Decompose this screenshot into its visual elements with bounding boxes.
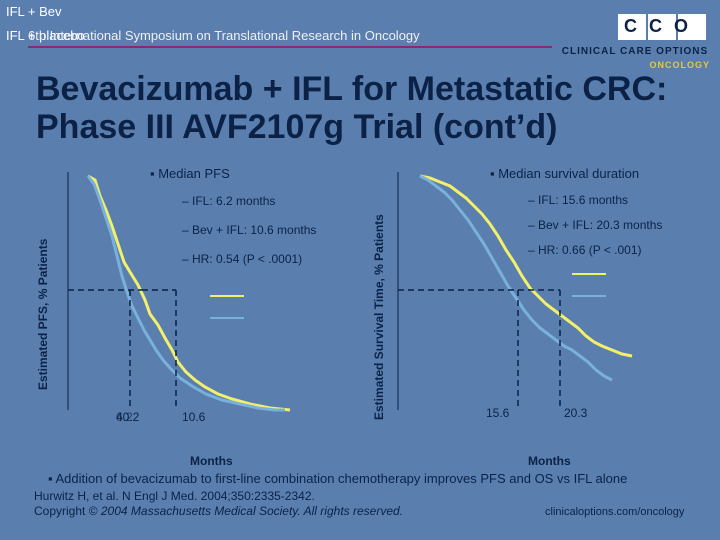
- os-ifl-curve: [419, 174, 613, 382]
- title-line-1: Bevacizumab + IFL for Metastatic CRC:: [36, 70, 668, 108]
- os-bev-curve: [419, 174, 633, 358]
- pfs-ifl-curve: [86, 175, 285, 412]
- logo-box-2: [648, 14, 676, 40]
- logo-letters: CCO: [624, 16, 700, 36]
- pfs-tick-bev: 10.6: [182, 410, 206, 424]
- overlay-legend-bev: IFL + Bev: [6, 4, 62, 19]
- os-legend-ifl: – IFL: 15.6 months: [528, 193, 629, 207]
- conclusion-bullet: ▪ Addition of bevacizumab to first-line …: [48, 471, 628, 486]
- os-legend-bev: – Bev + IFL: 20.3 months: [528, 218, 663, 232]
- os-tick-ifl: 15.6: [486, 406, 510, 420]
- os-legend-hr: – HR: 0.66 (P < .001): [528, 243, 642, 257]
- website-link[interactable]: clinicaloptions.com/oncology: [545, 506, 685, 518]
- pfs-chart-title: ▪ Median PFS: [150, 166, 230, 181]
- pfs-y-axis-label: Estimated PFS, % Patients: [36, 238, 50, 390]
- conference-title: 6th International Symposium on Translati…: [28, 28, 420, 43]
- pfs-x-axis-label: Months: [190, 454, 233, 468]
- logo-text: CLINICAL CARE OPTIONS: [561, 46, 709, 57]
- overlay-legend-placebo: IFL + placebo: [6, 28, 85, 43]
- pfs-legend-bev: – Bev + IFL: 10.6 months: [182, 223, 317, 237]
- citation-italic: 2004 Massachusetts Medical Society. All …: [100, 504, 404, 518]
- slide-title: Bevacizumab + IFL for Metastatic CRC: Ph…: [36, 70, 706, 146]
- logo-box-1: [618, 14, 646, 40]
- pfs-legend-ifl: – IFL: 6.2 months: [182, 194, 276, 208]
- cco-logo: CCO CLINICAL CARE OPTIONS ONCOLOGY: [560, 14, 710, 94]
- pfs-tick-overlap: 40.2: [116, 410, 140, 424]
- pfs-legend-hr: – HR: 0.54 (P < .0001): [182, 252, 303, 266]
- os-x-axis-label: Months: [528, 454, 571, 468]
- os-y-axis-label: Estimated Survival Time, % Patients: [372, 214, 386, 420]
- citation-line-1: Hurwitz H, et al. N Engl J Med. 2004;350…: [34, 489, 315, 503]
- title-line-2: Phase III AVF2107g Trial (cont’d): [36, 108, 558, 146]
- os-tick-bev: 20.3: [564, 406, 588, 420]
- logo-subtext: ONCOLOGY: [649, 60, 710, 70]
- citation-prefix: Copyright ©: [34, 504, 101, 518]
- header-divider: [28, 46, 552, 48]
- os-chart-title: ▪ Median survival duration: [490, 166, 640, 181]
- citation-line-2: Copyright © 2004 Massachusetts Medical S…: [34, 504, 403, 518]
- pfs-bev-curve: [87, 174, 291, 412]
- pfs-tick-ifl: 6.2: [116, 410, 133, 424]
- logo-box-3: [678, 14, 706, 40]
